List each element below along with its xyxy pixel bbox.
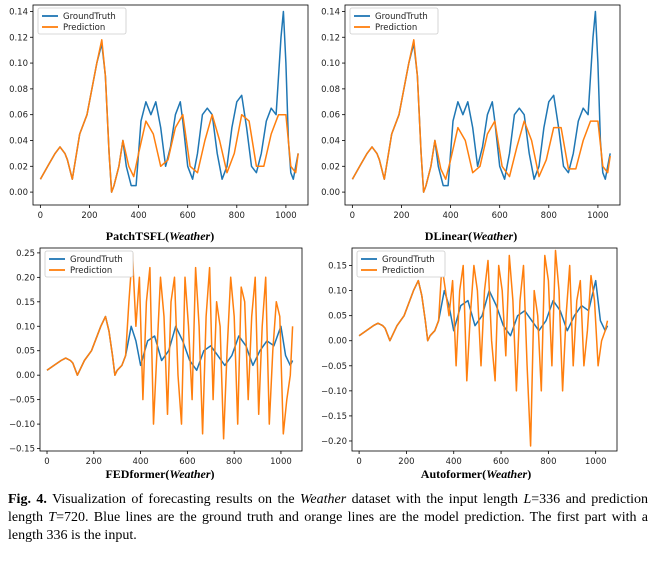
caption-text-2: dataset with the input length <box>346 492 524 507</box>
axes-frame <box>351 247 618 452</box>
x-tick-label: 0 <box>356 457 361 467</box>
x-tick-label: 200 <box>81 211 97 221</box>
caption-text-4: =720. Blue lines are the ground truth an… <box>8 510 649 543</box>
charts-svg: 0 200 400 600 800 1000 0.00 0.02 0.04 0.06 0.08 0.1… <box>9 4 621 480</box>
x-tick-label: 800 <box>226 457 242 467</box>
panel-caption: DLinear(Weather) <box>425 229 517 243</box>
axes-frame <box>344 4 621 206</box>
y-tick-label: 0.05 <box>328 312 347 322</box>
y-tick-label: 0.10 <box>9 59 28 69</box>
legend-box <box>37 7 127 35</box>
y-tick-label: 0.00 <box>328 337 347 347</box>
y-tick-label: 0.06 <box>9 111 28 121</box>
x-tick-label: 600 <box>179 457 195 467</box>
y-tick-label: −0.15 <box>9 445 35 455</box>
y-tick-label: −0.05 <box>321 362 347 372</box>
legend-label: GroundTruth <box>375 12 428 22</box>
y-tick-label: 0.25 <box>16 249 35 259</box>
series-line-prediction <box>39 39 299 193</box>
series-line-groundtruth <box>351 10 611 193</box>
chart-panel-4: 0 200 400 600 800 1000 −0.20 −0.15 −0.10 −0.05 0.0… <box>321 247 618 480</box>
axes-frame <box>39 247 303 452</box>
panel-caption: FEDformer(Weather) <box>105 467 214 480</box>
y-tick-label: 0.12 <box>321 33 340 43</box>
y-tick-label: −0.20 <box>321 437 347 447</box>
legend-label: Prediction <box>375 23 417 33</box>
chart-panel-2: 0 200 400 600 800 1000 0.00 0.02 0.04 0.06 0.08 0.1… <box>321 4 621 243</box>
x-tick-label: 800 <box>541 211 557 221</box>
y-tick-label: 0.00 <box>16 371 35 381</box>
y-tick-label: 0.05 <box>16 347 35 357</box>
panel-caption: PatchTSFL(Weather) <box>106 229 214 243</box>
x-tick-label: 600 <box>493 457 509 467</box>
x-tick-label: 0 <box>38 211 43 221</box>
y-tick-label: 0.00 <box>9 188 28 198</box>
x-tick-label: 400 <box>130 211 146 221</box>
y-tick-label: 0.10 <box>321 59 340 69</box>
x-tick-label: 0 <box>350 211 355 221</box>
series-line-groundtruth <box>39 10 299 193</box>
axes-frame <box>32 4 309 206</box>
figure-panels: 0 200 400 600 800 1000 0.00 0.02 0.04 0.06 0.08 0.1… <box>9 4 621 480</box>
y-tick-label: −0.05 <box>9 396 35 406</box>
y-tick-label: −0.10 <box>9 420 35 430</box>
y-tick-label: 0.04 <box>9 136 28 146</box>
series-line-prediction <box>351 39 611 193</box>
y-tick-label: 0.08 <box>321 85 340 95</box>
y-tick-label: 0.02 <box>321 162 340 172</box>
caption-text-3: =336 and prediction length <box>8 492 648 525</box>
x-tick-label: 600 <box>492 211 508 221</box>
legend-box <box>44 250 134 278</box>
caption-T: T <box>48 510 57 525</box>
panel-caption: Autoformer(Weather) <box>421 467 531 480</box>
y-tick-label: −0.15 <box>321 412 347 422</box>
x-tick-label: 1000 <box>587 211 609 221</box>
legend-label: Prediction <box>70 266 112 276</box>
chart-panel-3: 0 200 400 600 800 1000 −0.15 −0.10 −0.05 0.00 0.05… <box>9 247 303 480</box>
y-tick-label: 0.10 <box>16 322 35 332</box>
x-tick-label: 600 <box>180 211 196 221</box>
x-tick-label: 200 <box>398 457 414 467</box>
legend-box <box>356 250 446 278</box>
x-tick-label: 400 <box>446 457 462 467</box>
x-tick-label: 1000 <box>270 457 292 467</box>
y-tick-label: 0.15 <box>16 298 35 308</box>
legend-box <box>349 7 439 35</box>
y-tick-label: 0.02 <box>9 162 28 172</box>
legend-label: Prediction <box>382 266 424 276</box>
legend-label: GroundTruth <box>70 255 123 265</box>
y-tick-label: −0.10 <box>321 387 347 397</box>
legend-label: GroundTruth <box>382 255 435 265</box>
x-tick-label: 0 <box>44 457 49 467</box>
figure-caption: Fig. 4. Visualization of forecasting res… <box>8 491 648 545</box>
x-tick-label: 800 <box>229 211 245 221</box>
y-tick-label: 0.08 <box>9 85 28 95</box>
chart-panel-1: 0 200 400 600 800 1000 0.00 0.02 0.04 0.06 0.08 0.1… <box>9 4 309 243</box>
x-tick-label: 200 <box>86 457 102 467</box>
y-tick-label: 0.15 <box>328 262 347 272</box>
y-tick-label: 0.20 <box>16 273 35 283</box>
y-tick-label: 0.14 <box>9 7 28 17</box>
y-tick-label: 0.06 <box>321 111 340 121</box>
caption-text-1: Visualization of forecasting results on … <box>46 492 301 507</box>
x-tick-label: 1000 <box>585 457 607 467</box>
x-tick-label: 1000 <box>275 211 297 221</box>
caption-dataset: Weather <box>300 492 347 507</box>
y-tick-label: 0.10 <box>328 287 347 297</box>
legend-label: Prediction <box>63 23 105 33</box>
y-tick-label: 0.12 <box>9 33 28 43</box>
series-line-prediction <box>46 252 294 440</box>
caption-label: Fig. 4. <box>8 492 47 507</box>
x-tick-label: 800 <box>540 457 556 467</box>
x-tick-label: 200 <box>393 211 409 221</box>
x-tick-label: 400 <box>442 211 458 221</box>
x-tick-label: 400 <box>132 457 148 467</box>
series-line-prediction <box>358 249 609 447</box>
caption-L: L <box>523 492 532 507</box>
y-tick-label: 0.14 <box>321 7 340 17</box>
y-tick-label: 0.00 <box>321 188 340 198</box>
y-tick-label: 0.04 <box>321 136 340 146</box>
legend-label: GroundTruth <box>63 12 116 22</box>
